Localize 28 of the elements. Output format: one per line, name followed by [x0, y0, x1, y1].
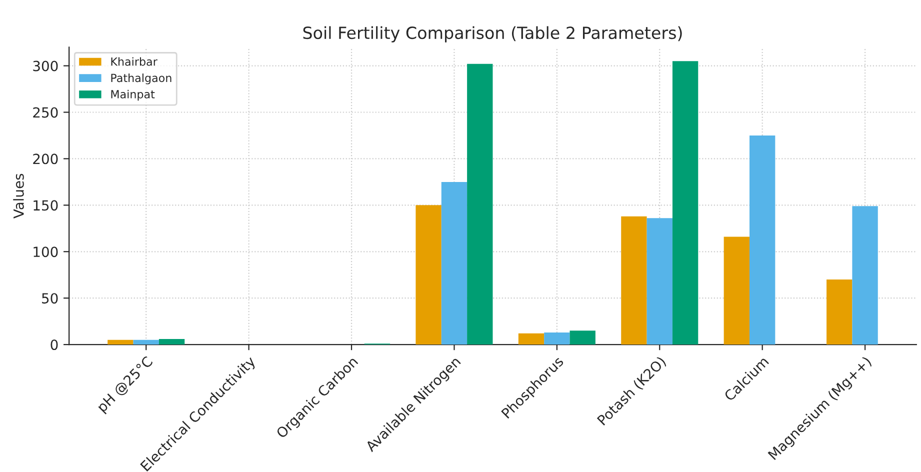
y-tick-label: 100: [34, 246, 58, 258]
y-tick-label: 250: [33, 107, 58, 118]
bar: [467, 64, 493, 345]
bar: [108, 340, 134, 345]
legend-label: Mainpat: [111, 90, 155, 101]
y-tick-label: 50: [42, 293, 58, 304]
legend-label: Khairbar: [111, 57, 158, 66]
y-tick-label: 0: [50, 340, 58, 350]
chart-title: Soil Fertility Comparison (Table 2 Parameters): [303, 26, 682, 42]
bar: [544, 332, 570, 345]
bar: [158, 338, 185, 345]
y-axis-title: Values: [13, 174, 24, 218]
bar: [724, 236, 750, 345]
legend-label: Pathalgaon: [111, 74, 172, 84]
bar: [852, 206, 878, 345]
bar: [441, 182, 468, 345]
bar: [133, 340, 159, 345]
bar: [750, 135, 776, 345]
y-tick-label: 300: [33, 60, 58, 72]
bar: [826, 280, 852, 345]
bar: [672, 61, 698, 345]
bar: [621, 216, 647, 345]
y-tick-label: 150: [34, 200, 58, 211]
bar: [570, 330, 596, 345]
bar: [518, 333, 544, 345]
bar: [416, 205, 442, 345]
y-tick-label: 200: [33, 154, 58, 164]
bar: [646, 218, 672, 345]
